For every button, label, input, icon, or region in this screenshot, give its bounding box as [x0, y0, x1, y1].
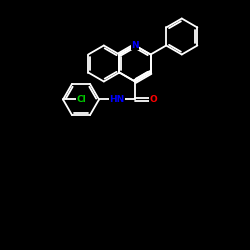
Text: N: N — [131, 41, 139, 50]
Text: Cl: Cl — [76, 95, 86, 104]
Text: HN: HN — [110, 95, 124, 104]
Text: O: O — [149, 95, 157, 104]
